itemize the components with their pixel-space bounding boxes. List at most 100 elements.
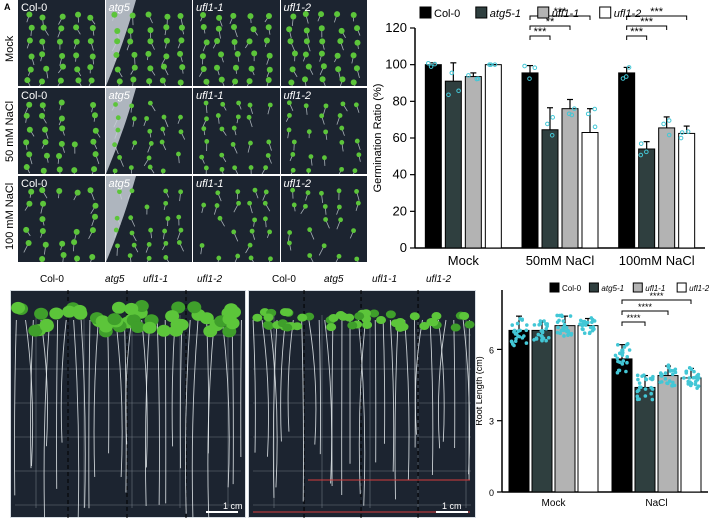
data-point xyxy=(540,334,544,339)
seedling xyxy=(215,113,221,118)
seedling xyxy=(58,140,65,147)
seedling xyxy=(87,187,94,194)
seedling xyxy=(113,227,119,233)
seedling xyxy=(56,187,63,194)
seedling-leaf xyxy=(395,323,406,332)
data-point xyxy=(697,375,701,380)
seedling xyxy=(42,126,49,133)
seedling-dots xyxy=(24,11,96,86)
data-point xyxy=(581,319,585,324)
col-head-ufl1-2: ufl1-2 xyxy=(197,274,223,285)
seedling xyxy=(73,38,80,45)
data-point xyxy=(525,323,529,327)
seedling xyxy=(59,13,66,20)
data-point xyxy=(546,335,551,340)
data-point xyxy=(670,372,675,377)
seedling xyxy=(232,64,239,71)
bar xyxy=(634,386,656,493)
y-tick-label: 120 xyxy=(385,20,407,35)
root xyxy=(437,319,447,449)
data-point xyxy=(650,377,654,382)
data-point xyxy=(566,328,571,333)
seedling-dots xyxy=(199,100,273,174)
data-point xyxy=(456,88,461,94)
bar xyxy=(464,76,482,249)
data-point xyxy=(613,353,618,358)
data-point xyxy=(492,62,498,67)
seedling xyxy=(129,12,136,19)
significance-label: *** xyxy=(534,26,548,38)
seedling-leaf xyxy=(409,312,420,321)
root xyxy=(93,319,99,477)
seedling xyxy=(130,51,137,58)
seedling xyxy=(219,152,225,158)
seedling xyxy=(321,243,327,249)
data-point xyxy=(592,319,597,323)
seedling xyxy=(336,38,343,45)
seedling xyxy=(39,78,46,85)
data-point xyxy=(625,355,630,359)
seedling xyxy=(146,128,152,134)
plate-photo: Col-0 xyxy=(18,0,105,86)
seedling-leaf xyxy=(156,324,171,337)
seedling xyxy=(291,139,297,145)
data-point xyxy=(509,339,514,344)
data-point xyxy=(636,388,641,392)
seedling xyxy=(353,189,359,194)
seedling xyxy=(23,112,30,119)
seedling-dots xyxy=(23,99,101,174)
seedling xyxy=(290,167,296,173)
plate-genotype-label: Col-0 xyxy=(21,2,48,14)
seedling xyxy=(146,38,153,45)
data-point xyxy=(682,376,686,380)
seedling xyxy=(286,113,292,118)
seedling xyxy=(334,66,341,73)
y-tick-label: 0 xyxy=(489,488,494,498)
seedling xyxy=(302,203,308,209)
seedling xyxy=(201,126,207,132)
plate-photo: atg5 xyxy=(105,0,192,86)
seedling xyxy=(306,253,312,258)
data-point xyxy=(640,374,644,378)
seedling xyxy=(266,139,272,145)
seedling xyxy=(177,37,184,44)
data-point xyxy=(532,337,536,342)
data-point xyxy=(510,342,515,346)
seedling-leaf xyxy=(263,313,274,322)
seedling xyxy=(178,24,185,31)
seedling xyxy=(289,187,295,193)
significance-bracket xyxy=(626,15,688,20)
seedling xyxy=(248,65,255,72)
root xyxy=(414,319,423,435)
data-point xyxy=(618,351,622,355)
seedling-leaf xyxy=(428,318,439,327)
data-point xyxy=(663,371,668,375)
seedling xyxy=(322,129,328,135)
seedling xyxy=(286,100,292,106)
data-point xyxy=(527,76,532,81)
seedling xyxy=(28,53,35,60)
seedling xyxy=(89,24,96,31)
data-point xyxy=(532,323,537,327)
root xyxy=(331,319,334,486)
legend-swatch xyxy=(537,6,550,19)
seedling xyxy=(39,51,46,58)
seedling xyxy=(43,65,50,72)
data-point xyxy=(685,129,691,134)
seedling-leaf xyxy=(62,305,77,318)
root-photo-mock xyxy=(10,290,246,518)
seedling xyxy=(265,12,272,19)
seedling xyxy=(236,100,242,106)
seedling xyxy=(160,63,167,70)
seedling xyxy=(28,188,35,195)
data-point xyxy=(666,363,671,367)
bar xyxy=(581,132,599,249)
seedling xyxy=(113,38,120,45)
data-point xyxy=(650,387,655,391)
root xyxy=(358,319,366,495)
seedling xyxy=(203,78,210,85)
significance-label: *** xyxy=(630,26,644,38)
data-point xyxy=(659,374,664,378)
root xyxy=(382,319,386,444)
seedling xyxy=(146,255,152,261)
